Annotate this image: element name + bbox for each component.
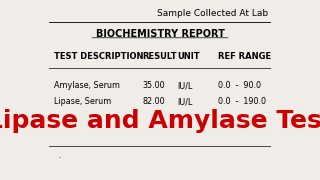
Text: .: . <box>58 153 60 159</box>
Text: REF RANGE: REF RANGE <box>218 52 271 61</box>
Text: 35.00: 35.00 <box>142 81 165 90</box>
Text: 82.00: 82.00 <box>142 97 165 106</box>
Text: Amylase, Serum: Amylase, Serum <box>54 81 120 90</box>
Text: Lipase and Amylase Test: Lipase and Amylase Test <box>0 109 320 133</box>
Text: BIOCHEMISTRY REPORT: BIOCHEMISTRY REPORT <box>96 29 224 39</box>
Text: IU/L: IU/L <box>178 81 193 90</box>
Text: TEST DESCRIPTION: TEST DESCRIPTION <box>54 52 143 61</box>
Text: Lipase, Serum: Lipase, Serum <box>54 97 111 106</box>
Text: 0.0  -  190.0: 0.0 - 190.0 <box>218 97 266 106</box>
Text: Sample Collected At Lab: Sample Collected At Lab <box>157 9 268 18</box>
Text: UNIT: UNIT <box>178 52 200 61</box>
Text: RESULT: RESULT <box>142 52 177 61</box>
Text: IU/L: IU/L <box>178 97 193 106</box>
Text: 0.0  -  90.0: 0.0 - 90.0 <box>218 81 260 90</box>
